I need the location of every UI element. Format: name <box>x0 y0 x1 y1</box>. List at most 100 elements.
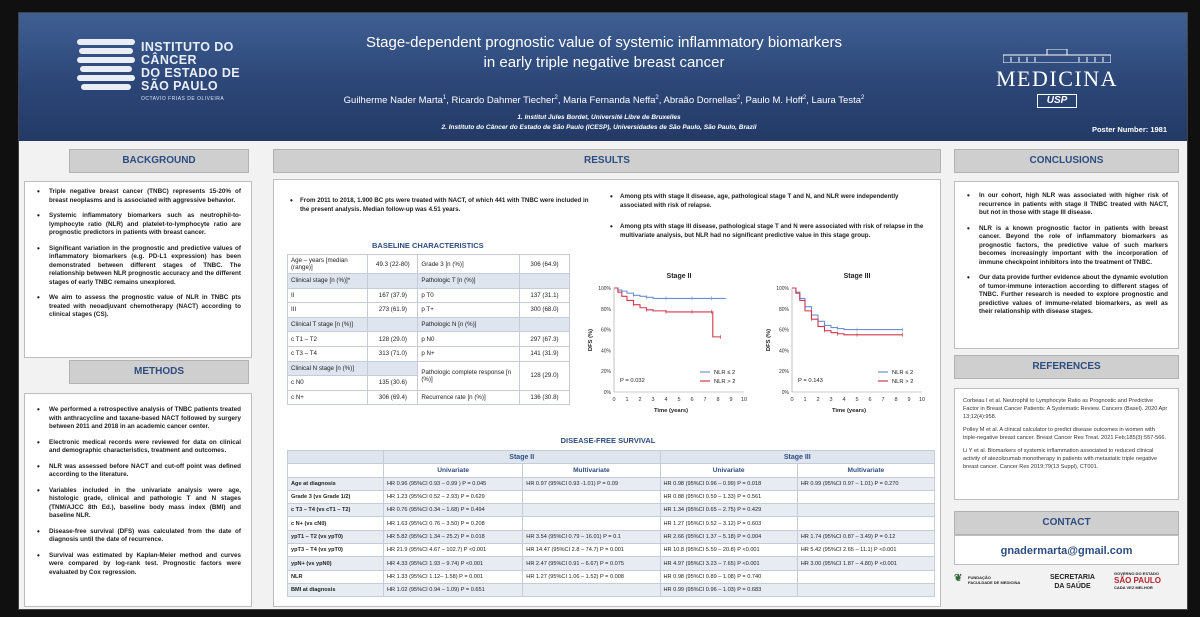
dfs-cell: HR 21.9 (95%CI 4.67 – 102.7) P <0.001 <box>382 543 524 558</box>
baseline-cell: 273 (61.9) <box>367 302 419 318</box>
conclusions-panel: In our cohort, high NLR was associated w… <box>954 181 1179 349</box>
dfs-row: ypT1 – T2 (vs ypT0) HR 5.82 (95%CI 1.34 –… <box>287 529 936 545</box>
baseline-cell: 137 (31.1) <box>519 287 570 304</box>
icesp-logo: INSTITUTO DO CÂNCER DO ESTADO DE SÃO PAU… <box>77 39 262 109</box>
dfs-subheader-row: Univariate Multivariate Univariate Multivar… <box>287 463 936 478</box>
baseline-cell: c N0 <box>286 375 369 391</box>
footer-logos: ❦ FUNDAÇÃO FACULDADE DE MEDICINA SECRETAR… <box>954 569 1179 605</box>
x-tick-label: 1 <box>803 397 806 403</box>
baseline-cell: c N+ <box>286 389 369 406</box>
km-curve-nlr-high <box>614 287 721 338</box>
baseline-cell: p N+ <box>417 345 520 362</box>
baseline-title: BASELINE CHARACTERISTICS <box>372 241 484 250</box>
dfs-cell: HR 1.63 (95%CI 0.76 – 3.50) P = 0.208 <box>382 516 524 531</box>
dfs-cell: HR 0.88 (95%CI 0.59 – 1.33) P = 0.561 <box>659 489 798 505</box>
usp-mark: USP <box>1037 94 1077 108</box>
y-tick-label: 0% <box>782 390 790 396</box>
dfs-analysis-header: Multivariate <box>796 463 936 478</box>
dfs-cell: NLR <box>287 569 384 584</box>
baseline-cell: 167 (37.9) <box>367 287 419 304</box>
km-chart-stage3: Stage III 0% 20% 40% 60% 80% 100% 0 1 2 3 4 5 6 7 8 9 10 T… <box>762 260 937 430</box>
references-panel: Corbeau I et al. Neutrophil to Lymphocyt… <box>954 388 1179 500</box>
dfs-cell: HR 3.54 (95%CI 0.79 – 16.01) P = 0.1 <box>522 529 661 545</box>
km-plot-svg: Stage III 0% 20% 40% 60% 80% 100% 0 1 2 3 4 5 6 7 8 9 10 T… <box>766 273 925 414</box>
legend-label: NLR > 2 <box>892 379 913 385</box>
p-value-label: P = 0.143 <box>798 378 823 384</box>
contact-email[interactable]: gnadermarta@gmail.com <box>1000 545 1133 557</box>
results-intro: • From 2011 to 2018, 1.900 BC pts were tr… <box>290 196 589 213</box>
author-name: Guilherme Nader Marta1 <box>343 95 447 107</box>
dfs-cell: HR 14.47 (95%CI 2.8 – 74.7) P = 0.001 <box>522 543 661 558</box>
methods-bullet: Disease-free survival (DFS) was calculat… <box>37 528 241 545</box>
x-tick-label: 5 <box>677 397 680 403</box>
dfs-cell: HR 1.02 (95%CI 0.94 – 1.09) P = 0.651 <box>382 582 524 598</box>
author-affiliation-mark: 2 <box>802 95 807 101</box>
dfs-cell <box>522 582 661 598</box>
dfs-cell <box>796 569 936 584</box>
dfs-cell: Age at diagnosis <box>287 476 384 491</box>
bullet-icon: • <box>290 196 293 205</box>
background-panel: Triple negative breast cancer (TNBC) rep… <box>24 181 252 358</box>
medicina-wordmark: MEDICINA <box>996 66 1118 91</box>
dfs-cell: HR 4.97 (95%CI 3.23 – 7.65) P <0.001 <box>659 556 798 571</box>
chart-title: Stage II <box>667 273 692 280</box>
dfs-row: Grade 3 (vs Grade 1/2) HR 1.23 (95%CI 0.5… <box>287 489 936 505</box>
reference-item: Li Y et al. Biomarkers of systemic infla… <box>963 448 1158 470</box>
results-heading: RESULTS <box>273 149 941 173</box>
icesp-logo-mark-icon <box>77 39 135 99</box>
baseline-cell: Clinical stage [n (%)]* <box>286 273 369 289</box>
x-tick-label: 0 <box>790 397 793 403</box>
x-tick-label: 9 <box>729 397 732 403</box>
legend-label: NLR ≤ 2 <box>714 370 735 376</box>
dfs-cell: Grade 3 (vs Grade 1/2) <box>287 489 384 505</box>
contact-heading: CONTACT <box>954 511 1179 535</box>
fmusp-footer-logo: FUNDAÇÃO FACULDADE DE MEDICINA <box>968 575 1021 585</box>
dfs-cell: HR 1.27 (95%CI 1.06 – 1.52) P = 0.008 <box>522 569 661 584</box>
baseline-cell: 128 (29.0) <box>367 331 419 347</box>
baseline-cell: 135 (30.6) <box>367 375 419 391</box>
km-curve-nlr-low <box>792 287 903 331</box>
x-tick-label: 5 <box>855 397 858 403</box>
methods-bullet: We performed a retrospective analysis of… <box>37 406 241 432</box>
km-plot-svg: Stage II 0% 20% 40% 60% 80% 100% 0 1 2 3 4 5 6 7 8 9 10 Ti… <box>588 273 747 414</box>
bullet-icon: • <box>610 192 613 201</box>
y-tick-label: 100% <box>598 286 611 292</box>
dfs-cell: HR 2.47 (95%CI 0.91 – 6.67) P = 0.075 <box>522 556 661 571</box>
dfs-cell: HR 0.98 (95%CI 0.89 – 1.08) P = 0.740 <box>659 569 798 584</box>
author-name: Abraão Dornellas2 <box>663 95 741 107</box>
author-name: Laura Testa2 <box>811 95 865 107</box>
poster-header: INSTITUTO DO CÂNCER DO ESTADO DE SÃO PAU… <box>19 13 1187 141</box>
dfs-cell: HR 1.27 (95%CI 0.52 – 3.12) P = 0.603 <box>659 516 798 531</box>
contact-panel: gnadermarta@gmail.com <box>954 535 1179 565</box>
x-axis-label: Time (years) <box>654 408 688 414</box>
x-tick-label: 4 <box>842 397 845 403</box>
baseline-row: c T3 – T4 313 (71.0) p N+ 141 (31.9) <box>286 345 570 362</box>
baseline-cell: 128 (29.0) <box>519 360 570 391</box>
y-tick-label: 40% <box>779 348 790 354</box>
dfs-analysis-header <box>287 463 384 478</box>
dfs-cell: HR 1.33 (95%CI 1.12– 1.58) P = 0.001 <box>382 569 524 584</box>
methods-bullet: Variables included in the univariate ana… <box>37 487 241 521</box>
fmusp-emblem-icon: ❦ <box>954 573 963 584</box>
baseline-cell: 49.3 (22-80) <box>367 254 419 274</box>
baseline-cell: Pathologic N [n (%)] <box>417 316 520 333</box>
baseline-row: Clinical T stage [n (%)] Pathologic N [n … <box>286 316 570 333</box>
background-bullet: We aim to assess the prognostic value of… <box>37 294 241 320</box>
dfs-row: c T3 – T4 (vs cT1 – T2) HR 0.76 (95%CI 0.… <box>287 503 936 518</box>
x-tick-label: 7 <box>881 397 884 403</box>
author-affiliation-mark: 2 <box>736 95 741 101</box>
dfs-header-row: Stage II Stage III <box>287 449 936 465</box>
baseline-cell: II <box>286 287 369 304</box>
baseline-cell <box>367 360 419 377</box>
dfs-stage-header: Stage III <box>659 449 936 465</box>
baseline-table: Age – years [median (range)] 49.3 (22-80)… <box>286 254 570 406</box>
y-tick-label: 80% <box>601 307 612 313</box>
baseline-row: c T1 – T2 128 (29.0) p N0 297 (67.3) <box>286 331 570 347</box>
dfs-cell: c N+ (vs cN0) <box>287 516 384 531</box>
author-affiliation-mark: 1 <box>442 95 447 101</box>
dfs-row: c N+ (vs cN0) HR 1.63 (95%CI 0.76 – 3.50)… <box>287 516 936 531</box>
baseline-cell: c T1 – T2 <box>286 331 369 347</box>
methods-bullet: NLR was assessed before NACT and cut-off… <box>37 463 241 480</box>
legend-label: NLR ≤ 2 <box>892 370 913 376</box>
